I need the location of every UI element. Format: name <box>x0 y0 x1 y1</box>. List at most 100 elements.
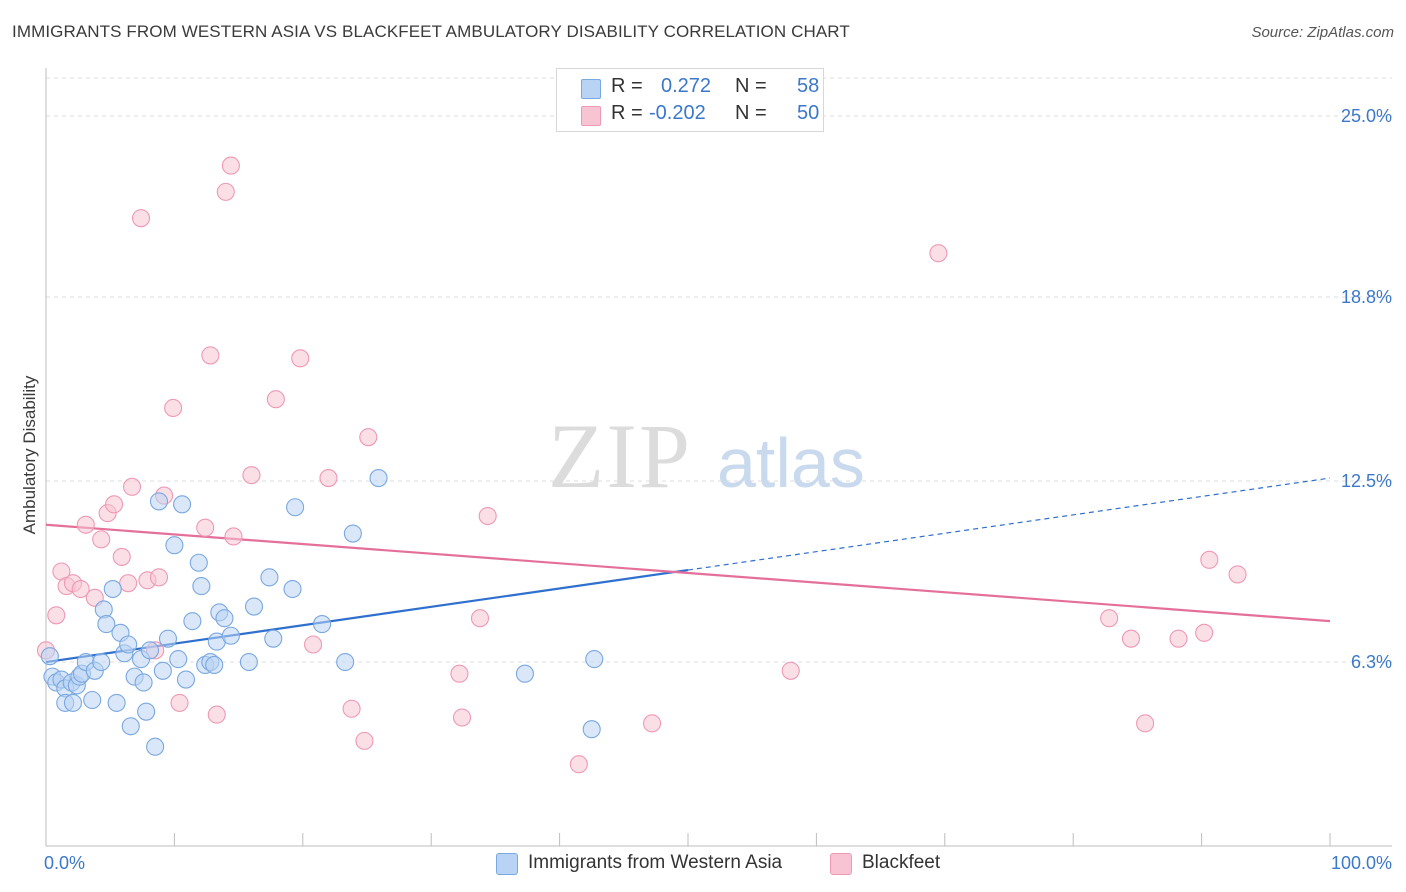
blackfeet-point <box>478 506 497 526</box>
blackfeet-point <box>242 466 261 485</box>
blackfeet-point <box>92 530 111 549</box>
blackfeet-point <box>470 609 490 628</box>
tick-labels: 6.3% 12.5% 18.8% 25.0% 0.0% 100.0% <box>44 106 1392 873</box>
x-tick-label: 100.0% <box>1331 853 1392 873</box>
blackfeet-point <box>1228 565 1247 584</box>
western-asia-point <box>582 720 601 739</box>
western-asia-trendline-extension <box>687 477 1331 571</box>
blackfeet-point <box>105 495 124 514</box>
western-asia-point <box>239 652 258 672</box>
blackfeet-point <box>196 518 215 537</box>
blackfeet-point <box>450 664 469 683</box>
blackfeet-point <box>76 515 95 534</box>
blackfeet-trendline <box>45 523 1331 623</box>
blackfeet-point <box>266 390 285 409</box>
legend-n-label: N = <box>735 102 767 124</box>
western-asia-point <box>137 702 156 721</box>
y-tick-label: 25.0% <box>1341 106 1392 126</box>
western-asia-point <box>119 635 138 654</box>
blackfeet-point <box>781 661 800 680</box>
legend-r-value: -0.202 <box>649 102 706 124</box>
western-asia-point <box>158 629 178 648</box>
legend-label-western-asia: Immigrants from Western Asia <box>528 852 783 873</box>
blackfeet-point <box>1195 623 1214 642</box>
watermark-atlas: atlas <box>717 424 865 502</box>
western-asia-point <box>83 690 102 710</box>
x-tick-label: 0.0% <box>44 853 85 873</box>
correlation-legend: R = 0.272 N = 58 R = -0.202 N = 50 <box>556 68 824 132</box>
series-western-asia-points <box>40 469 604 756</box>
western-asia-point <box>40 647 59 666</box>
legend-r-label: R = <box>611 102 643 124</box>
western-asia-point <box>165 536 184 555</box>
western-asia-point <box>146 737 165 756</box>
watermark: ZIP atlas <box>548 405 865 507</box>
blackfeet-point <box>359 428 378 447</box>
western-asia-point <box>244 597 264 616</box>
blackfeet-point <box>452 708 472 727</box>
legend-n-label: N = <box>735 75 767 97</box>
blackfeet-point <box>119 574 138 593</box>
blackfeet-point <box>164 398 183 418</box>
legend-r-value: 0.272 <box>661 75 712 97</box>
western-asia-point <box>283 579 302 599</box>
western-asia-point <box>103 579 122 599</box>
blackfeet-point <box>221 156 240 175</box>
western-asia-point <box>169 650 188 669</box>
legend-n-value: 58 <box>797 75 820 97</box>
blackfeet-point <box>71 579 90 599</box>
western-asia-point <box>183 612 202 631</box>
series-blackfeet-points <box>36 156 1247 774</box>
western-asia-point <box>92 652 111 672</box>
legend-swatch-blue <box>496 853 518 875</box>
blackfeet-point <box>149 568 169 587</box>
western-asia-point <box>313 615 332 634</box>
blackfeet-point <box>112 547 131 566</box>
western-asia-point <box>173 495 192 514</box>
western-asia-point <box>286 498 305 517</box>
western-asia-point <box>149 492 169 511</box>
chart-title: IMMIGRANTS FROM WESTERN ASIA VS BLACKFEE… <box>12 22 850 41</box>
western-asia-point <box>176 670 196 689</box>
blackfeet-point <box>1169 629 1188 648</box>
legend-n-value: 50 <box>797 102 820 124</box>
western-asia-point <box>153 661 172 680</box>
blackfeet-point <box>342 699 361 718</box>
blackfeet-point <box>1200 550 1219 569</box>
series-legend: Immigrants from Western Asia Blackfeet <box>0 852 1406 878</box>
western-asia-point <box>369 469 388 488</box>
legend-swatch-blue <box>581 79 601 99</box>
western-asia-point <box>343 524 362 543</box>
source-label: Source: ZipAtlas.com <box>1251 24 1394 41</box>
blackfeet-point <box>131 209 151 228</box>
y-tick-label: 18.8% <box>1341 287 1392 307</box>
y-tick-label: 6.3% <box>1351 652 1392 672</box>
blackfeet-point <box>355 731 374 750</box>
legend-swatch-pink <box>830 853 852 875</box>
blackfeet-point <box>216 182 235 201</box>
western-asia-point <box>515 664 534 683</box>
blackfeet-point <box>319 469 338 488</box>
blackfeet-point <box>201 346 220 365</box>
western-asia-point <box>215 609 234 628</box>
axes <box>45 68 1392 847</box>
western-asia-point <box>107 693 126 712</box>
western-asia-point <box>97 615 116 634</box>
western-asia-point <box>189 553 208 572</box>
western-asia-point <box>121 717 140 736</box>
legend-swatch-pink <box>581 106 601 126</box>
blackfeet-point <box>569 755 588 774</box>
western-asia-point <box>336 652 355 672</box>
y-axis-label: Ambulatory Disability <box>20 375 39 534</box>
blackfeet-point <box>291 349 310 368</box>
western-asia-point <box>192 577 211 596</box>
blackfeet-point <box>1121 629 1141 648</box>
western-asia-point <box>140 641 160 660</box>
western-asia-point <box>260 568 279 587</box>
western-asia-point <box>63 693 83 712</box>
western-asia-point <box>585 650 604 669</box>
western-asia-point <box>264 629 283 648</box>
blackfeet-point <box>207 705 226 724</box>
legend-r-label: R = <box>611 75 643 97</box>
